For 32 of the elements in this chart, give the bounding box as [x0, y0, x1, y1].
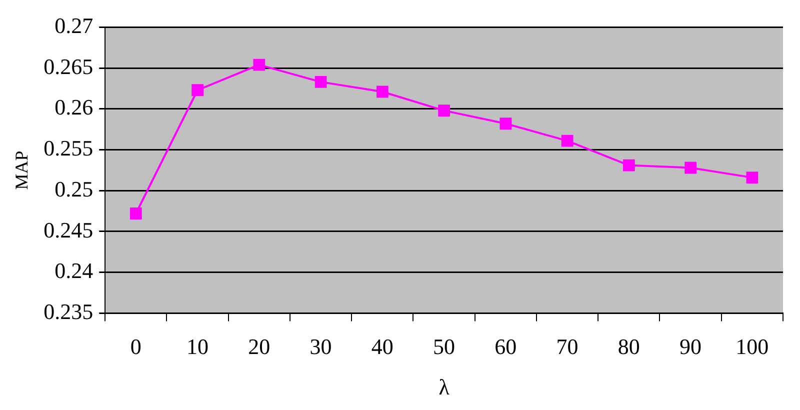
x-tick-label: 20 [248, 334, 270, 360]
x-tick-label: 80 [618, 334, 640, 360]
point [376, 86, 388, 98]
y-tick-label: 0.26 [54, 94, 94, 120]
x-tick-label: 10 [186, 334, 209, 360]
point [561, 134, 574, 147]
point [438, 104, 450, 116]
point [192, 84, 204, 96]
point [622, 159, 635, 172]
y-tick-label: 0.27 [54, 12, 94, 38]
point [500, 118, 512, 130]
y-tick-label: 0.265 [44, 54, 94, 79]
x-tick-label: 70 [556, 334, 578, 360]
y-axis-title: MAP [12, 150, 32, 190]
x-tick-label: 90 [680, 334, 702, 360]
x-axis-title: λ [438, 374, 450, 400]
x-tick-label: 40 [371, 334, 394, 360]
y-tick-label: 0.255 [44, 136, 94, 161]
x-tick-label: 50 [433, 334, 456, 360]
x-tick-label: 30 [310, 334, 332, 360]
point [684, 162, 697, 174]
y-tick-label: 0.235 [44, 298, 94, 324]
x-tick-label: 0 [130, 334, 142, 360]
point [746, 172, 758, 184]
y-tick-label: 0.245 [44, 217, 94, 242]
x-tick-label: 60 [494, 334, 517, 360]
y-tick-label: 0.25 [54, 176, 94, 202]
point [130, 208, 142, 220]
y-tick-label: 0.24 [54, 258, 94, 284]
point [253, 58, 266, 71]
point [314, 76, 327, 88]
x-tick-label: 100 [736, 334, 769, 360]
